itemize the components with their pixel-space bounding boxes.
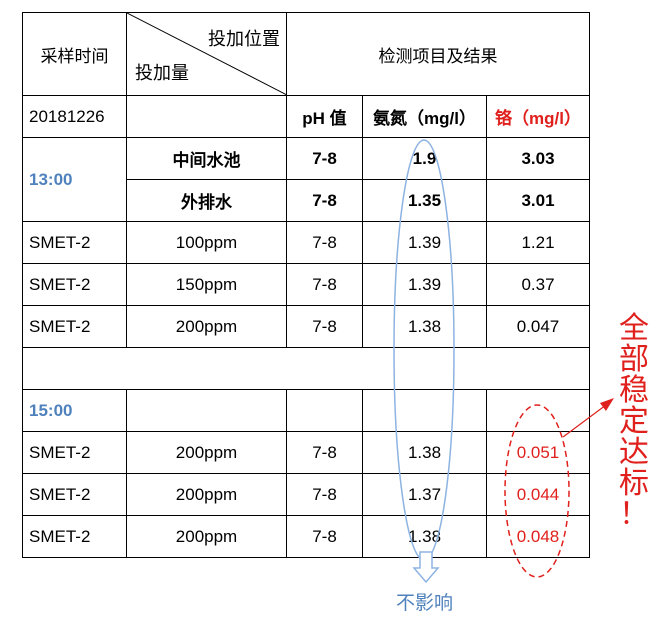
agent-cell: SMET-2: [22, 305, 127, 348]
amount-cell: 200ppm: [126, 305, 287, 348]
no-effect-label: 不影响: [396, 593, 454, 614]
compliance-note: 全 部 稳 定 达 标 ！: [616, 313, 652, 530]
agent-cell: SMET-2: [22, 515, 127, 558]
ammonia-cell: 1.37: [362, 473, 487, 516]
ammonia-header: 氨氮（mg/l）: [362, 95, 487, 138]
note-char: 稳: [619, 374, 649, 407]
header-results: 检测项目及结果: [286, 12, 590, 96]
ammonia-cell: 1.38: [362, 515, 487, 558]
time-cell-1500: 15:00: [22, 389, 127, 432]
table-row: SMET-2 200ppm 7-8 1.38 0.048: [22, 515, 590, 558]
pointer-arrowhead: [600, 398, 614, 411]
table-row: SMET-2 150ppm 7-8 1.39 0.37: [22, 263, 590, 306]
empty-cell: [126, 389, 287, 432]
chromium-cell: 0.051: [486, 431, 590, 474]
diagonal-line: [127, 13, 287, 95]
amount-cell: 150ppm: [126, 263, 287, 306]
table-row: SMET-2 200ppm 7-8 1.38 0.047: [22, 305, 590, 348]
time-cell-1300: 13:00: [22, 137, 127, 222]
agent-cell: SMET-2: [22, 221, 127, 264]
note-char: 定: [619, 405, 649, 438]
empty-cell: [286, 389, 363, 432]
chromium-header: 铬（mg/l）: [486, 95, 590, 138]
empty-cell: [486, 389, 590, 432]
ph-cell: 7-8: [286, 179, 363, 222]
spacer-row: [22, 347, 590, 390]
time-row-1500: 15:00: [22, 389, 590, 432]
chromium-cell: 0.044: [486, 473, 590, 516]
amount-cell: 100ppm: [126, 221, 287, 264]
empty-cell: [126, 95, 287, 138]
agent-cell: SMET-2: [22, 431, 127, 474]
ammonia-cell: 1.39: [362, 263, 487, 306]
chromium-cell: 1.21: [486, 221, 590, 264]
table-row: 13:00 中间水池 7-8 1.9 3.03: [22, 137, 590, 222]
ph-cell: 7-8: [286, 221, 363, 264]
ph-header: pH 值: [286, 95, 363, 138]
note-char: ！: [619, 498, 649, 531]
chromium-cell: 0.048: [486, 515, 590, 558]
agent-cell: SMET-2: [22, 473, 127, 516]
ph-cell: 7-8: [286, 305, 363, 348]
note-char: 标: [619, 467, 649, 500]
amount-cell: 200ppm: [126, 431, 287, 474]
amount-cell: 200ppm: [126, 473, 287, 516]
ph-cell: 7-8: [286, 515, 363, 558]
header-dosing-position: 投加位置: [208, 29, 280, 49]
note-char: 达: [619, 436, 649, 469]
table-row: SMET-2 200ppm 7-8 1.38 0.051: [22, 431, 590, 474]
note-char: 部: [619, 343, 649, 376]
ph-cell: 7-8: [286, 137, 363, 180]
position-cell: 中间水池: [126, 137, 287, 180]
position-cell: 外排水: [126, 179, 287, 222]
header-row: 采样时间 投加位置 投加量 检测项目及结果: [22, 12, 590, 96]
chromium-cell: 0.37: [486, 263, 590, 306]
chromium-cell: 3.01: [486, 179, 590, 222]
ammonia-cell: 1.39: [362, 221, 487, 264]
date-cell: 20181226: [22, 95, 127, 138]
ammonia-cell: 1.38: [362, 305, 487, 348]
ph-cell: 7-8: [286, 431, 363, 474]
ammonia-cell: 1.38: [362, 431, 487, 474]
results-table: 采样时间 投加位置 投加量 检测项目及结果 20181226 pH 值 氨氮（m…: [22, 12, 590, 558]
units-row: 20181226 pH 值 氨氮（mg/l） 铬（mg/l）: [22, 95, 590, 138]
note-char: 全: [619, 312, 649, 345]
ph-cell: 7-8: [286, 473, 363, 516]
table-row: SMET-2 100ppm 7-8 1.39 1.21: [22, 221, 590, 264]
chromium-cell: 3.03: [486, 137, 590, 180]
ammonia-cell: 1.9: [362, 137, 487, 180]
ph-cell: 7-8: [286, 263, 363, 306]
chromium-cell: 0.047: [486, 305, 590, 348]
amount-cell: 200ppm: [126, 515, 287, 558]
table-row: SMET-2 200ppm 7-8 1.37 0.044: [22, 473, 590, 516]
ammonia-cell: 1.35: [362, 179, 487, 222]
header-diagonal-cell: 投加位置 投加量: [126, 12, 287, 96]
agent-cell: SMET-2: [22, 263, 127, 306]
spacer-cell: [22, 347, 590, 390]
empty-cell: [362, 389, 487, 432]
header-sample-time: 采样时间: [22, 12, 127, 96]
header-dosing-amount: 投加量: [135, 63, 189, 83]
